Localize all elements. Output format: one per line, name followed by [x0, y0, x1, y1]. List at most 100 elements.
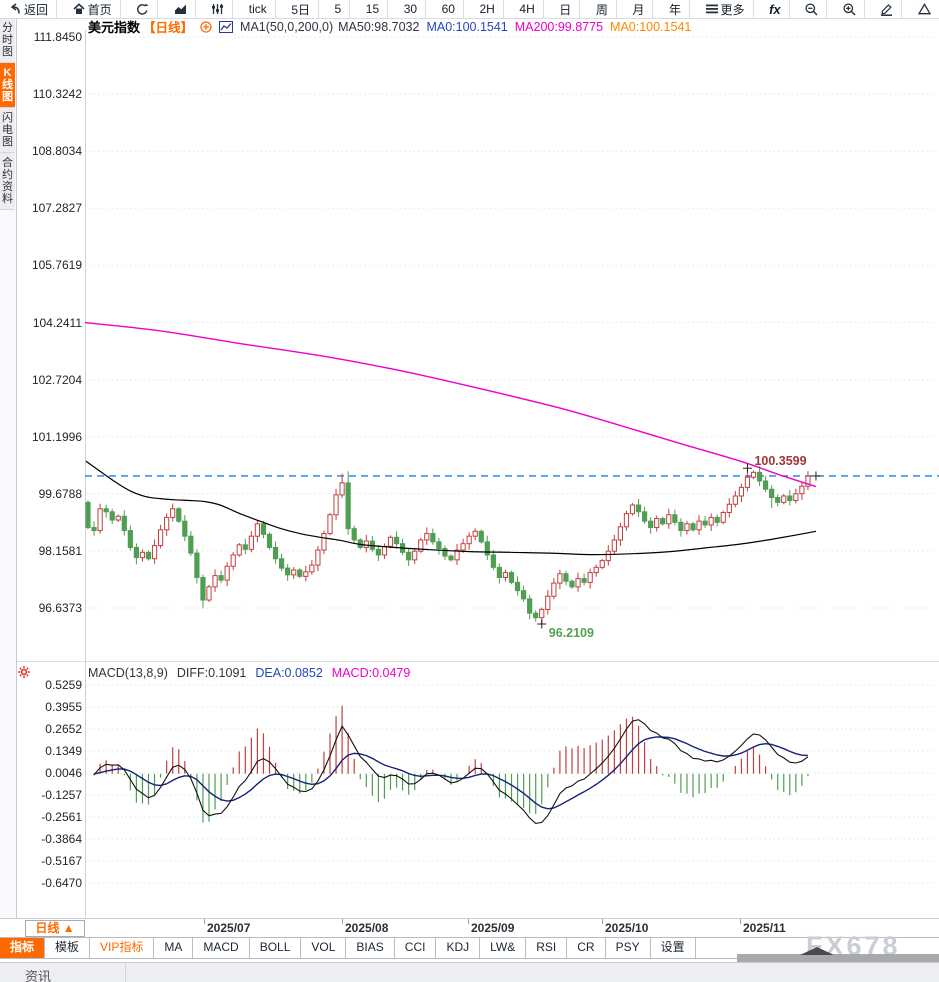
toolbar-home-label: 首页 [87, 2, 112, 17]
x-axis-date-label: 2025/08 [345, 921, 389, 935]
toolbar-fx-label: fx [769, 1, 781, 17]
add-indicator-icon[interactable] [200, 20, 212, 33]
svg-text:100.3599: 100.3599 [754, 454, 806, 468]
toolbar-refresh-button[interactable] [128, 0, 159, 18]
indicator-tab-CR[interactable]: CR [567, 938, 606, 958]
toolbar-m15-button[interactable]: 15 [358, 0, 389, 18]
ma0-blue-value: MA0:100.1541 [426, 19, 508, 34]
toolbar-tick-button[interactable]: tick [241, 0, 276, 18]
indicator-tab-BOLL[interactable]: BOLL [250, 938, 302, 958]
chart-title: 美元指数 【日线】 MA1(50,0,200,0) MA50:98.7032 M… [88, 19, 692, 36]
macd-params-label: MACD(13,8,9) [88, 666, 168, 680]
area-chart-icon [174, 3, 187, 15]
indicator-toolbar: 指标 模板 VIP指标 MA MACD BOLL VOL BIAS CCI KDJ LW& RSI CR… [0, 937, 939, 959]
macd-axis-label: -0.6470 [41, 876, 82, 890]
x-axis-date-label: 2025/11 [743, 921, 786, 935]
ma0-orange-value: MA0:100.1541 [610, 19, 692, 34]
sidebar-tab-闪电图[interactable]: 闪 电 图 [0, 108, 15, 153]
indicator-tab-CCI[interactable]: CCI [395, 938, 437, 958]
toolbar-h4-button[interactable]: 4H [511, 0, 544, 18]
period-selector-button[interactable]: 日线 ▲ [25, 920, 85, 937]
sidebar-tab-K线图[interactable]: K 线 图 [0, 63, 15, 108]
toolbar-m5-button[interactable]: 5 [327, 0, 351, 18]
sidebar-tab-分时图[interactable]: 分 时 图 [0, 18, 15, 63]
toolbar-week-label: 周 [595, 2, 608, 17]
ma200-value: MA200:99.8775 [514, 19, 604, 34]
indicator-tab-RSI[interactable]: RSI [526, 938, 568, 958]
price-axis-label: 102.7204 [31, 372, 82, 387]
macd-axis-label: 0.0046 [45, 766, 82, 780]
menu-icon [705, 4, 718, 14]
ma50-value: MA50:98.7032 [338, 19, 420, 34]
toolbar-m60-button[interactable]: 60 [434, 0, 464, 18]
indicator-tab-VIP指标[interactable]: VIP指标 [90, 938, 155, 958]
pencil-icon [880, 3, 893, 16]
symbol-name: 美元指数 [88, 20, 141, 35]
indicator-tab-LW&[interactable]: LW& [480, 938, 527, 958]
toolbar-day-button[interactable]: 日 [551, 0, 581, 18]
macd-settings-icon[interactable] [18, 666, 30, 678]
toolbar-year-button[interactable]: 年 [661, 0, 690, 18]
indicator-tab-BIAS[interactable]: BIAS [346, 938, 395, 958]
indicator-tab-设置[interactable]: 设置 [651, 938, 696, 958]
x-axis-tick [740, 919, 741, 924]
toolbar-week-button[interactable]: 周 [588, 0, 617, 18]
toolbar-back-button[interactable]: 返回 [0, 0, 58, 18]
sidebar-tab-合约资料[interactable]: 合 约 资 料 [0, 153, 15, 210]
x-axis-date-label: 2025/09 [471, 921, 515, 935]
triangle-icon [917, 3, 931, 15]
horizontal-scrollbar[interactable] [737, 954, 939, 962]
price-axis-label: 105.7619 [31, 258, 82, 273]
price-axis-label: 110.3242 [32, 87, 82, 102]
x-axis-tick [204, 919, 205, 924]
macd-axis-label: -0.2561 [41, 810, 82, 824]
toolbar-h2-button[interactable]: 2H [472, 0, 504, 18]
toolbar-m30-button[interactable]: 30 [396, 0, 427, 18]
indicator-tab-KDJ[interactable]: KDJ [436, 938, 481, 958]
toolbar-timeline-chart-button[interactable] [166, 0, 196, 18]
toolbar-tick-label: tick [248, 2, 267, 16]
scrollbar-handle-icon[interactable] [800, 947, 834, 955]
toolbar-5d-button[interactable]: 5日 [283, 0, 319, 18]
zoom-out-icon [805, 2, 818, 16]
indicator-tab-MA[interactable]: MA [154, 938, 194, 958]
x-axis-date-label: 2025/07 [207, 921, 251, 935]
toolbar-home-button[interactable]: 首页 [65, 0, 121, 18]
sliders-icon [211, 3, 224, 15]
home-icon [73, 3, 85, 15]
price-axis-label: 99.6788 [38, 486, 82, 501]
macd-axis-label: 0.5259 [45, 678, 82, 692]
toolbar-shapes-button[interactable] [910, 0, 939, 18]
news-tab[interactable]: 资讯 [25, 969, 52, 982]
toolbar-m5-label: 5 [334, 2, 342, 16]
toolbar-5d-label: 5日 [291, 2, 310, 17]
indicator-tab-VOL[interactable]: VOL [301, 938, 347, 958]
toolbar-month-button[interactable]: 月 [624, 0, 654, 18]
toolbar-draw-button[interactable] [872, 0, 903, 18]
indicator-tab-MACD[interactable]: MACD [193, 938, 250, 958]
indicator-tab-模板[interactable]: 模板 [45, 938, 91, 958]
price-axis-label: 101.1996 [31, 429, 82, 444]
indicator-tab-PSY[interactable]: PSY [606, 938, 651, 958]
toolbar-zoom-in-button[interactable] [835, 0, 865, 18]
status-separator [125, 963, 126, 982]
toolbar-kline-settings-button[interactable] [203, 0, 234, 18]
price-axis-label: 98.1581 [38, 543, 82, 558]
toolbar-fx-button[interactable]: fx [761, 0, 790, 18]
macd-axis-label: -0.3864 [41, 832, 82, 846]
toolbar-month-label: 月 [632, 2, 645, 17]
toolbar-more-label: 更多 [720, 2, 745, 17]
price-axis-label: 108.8034 [31, 144, 82, 159]
refresh-icon [136, 3, 149, 16]
macd-header: MACD(13,8,9) DIFF:0.1091 DEA:0.0852 MACD… [88, 666, 410, 680]
x-axis-tick [468, 919, 469, 924]
svg-text:96.2109: 96.2109 [549, 626, 594, 640]
x-axis-date-label: 2025/10 [605, 921, 649, 935]
macd-axis-label: 0.2652 [45, 722, 82, 736]
toolbar-more-button[interactable]: 更多 [698, 0, 754, 18]
toolbar-zoom-out-button[interactable] [797, 0, 828, 18]
indicator-tab-指标[interactable]: 指标 [0, 938, 46, 958]
zoom-in-icon [843, 2, 856, 16]
